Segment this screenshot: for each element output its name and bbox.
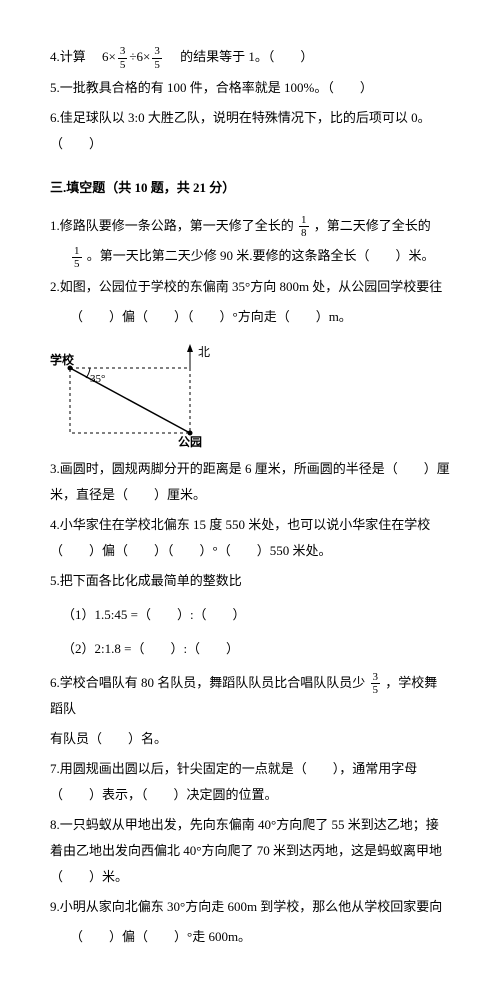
question-6: 6.佳足球队以 3:0 大胜乙队，说明在特殊情况下，比的后项可以 0。（ ） [50, 105, 450, 157]
park-label: 公园 [178, 435, 202, 448]
fraction: 35 [118, 45, 128, 70]
fraction: 35 [152, 45, 162, 70]
fill-6-cont: 有队员（ ）名。 [50, 726, 450, 752]
school-label: 学校 [50, 352, 75, 367]
fill-4: 4.小华家住在学校北偏东 15 度 550 米处，也可以说小华家住在学校（ ）偏… [50, 512, 450, 564]
question-5: 5.一批教具合格的有 100 件，合格率就是 100%。（ ） [50, 75, 450, 101]
q4-expr: 6×35÷6×35 [89, 49, 177, 64]
fill-9: 9.小明从家向北偏东 30°方向走 600m 到学校，那么他从学校回家要向 [50, 894, 450, 920]
section-3-title: 三.填空题（共 10 题，共 21 分） [50, 175, 450, 201]
fill-1: 1.修路队要修一条公路，第一天修了全长的 18 ，第二天修了全长的 [50, 213, 450, 240]
fill-5b: （2）2:1.8 =（ ）:（ ） [62, 636, 450, 662]
angle-label: 35° [90, 373, 105, 385]
fill-5: 5.把下面各比化成最简单的整数比 [50, 568, 450, 594]
fill-2: 2.如图，公园位于学校的东偏南 35°方向 800m 处，从公园回学校要往 [50, 274, 450, 300]
fraction: 35 [371, 671, 381, 696]
fill-7: 7.用圆规画出圆以后，针尖固定的一点就是（ ），通常用字母（ ）表示，（ ）决定… [50, 756, 450, 808]
diagram-school-park: 北 35° 学校 公园 [50, 338, 230, 448]
fill-5a: （1）1.5:45 =（ ）:（ ） [62, 602, 450, 628]
fill-9-cont: （ ）偏（ ）°走 600m。 [70, 924, 450, 950]
fill-8: 8.一只蚂蚁从甲地出发，先向东偏南 40°方向爬了 55 米到达乙地；接着由乙地… [50, 812, 450, 890]
q4-pre: 4.计算 [50, 49, 86, 64]
fill-1-cont: 15 。第一天比第二天少修 90 米.要修的这条路全长（ ）米。 [70, 243, 450, 270]
fill-6: 6.学校合唱队有 80 名队员，舞蹈队队员比合唱队队员少 35 ，学校舞蹈队 [50, 670, 450, 723]
fill-3: 3.画圆时，圆规两脚分开的距离是 6 厘米，所画圆的半径是（ ）厘米，直径是（ … [50, 456, 450, 508]
fraction: 18 [299, 214, 309, 239]
fill-2-cont: （ ）偏（ ）（ ）°方向走（ ）m。 [70, 304, 450, 330]
north-label: 北 [198, 345, 210, 359]
q4-post: 的结果等于 1。（ ） [180, 49, 313, 64]
question-4: 4.计算 6×35÷6×35 的结果等于 1。（ ） [50, 44, 450, 71]
fraction: 15 [72, 245, 82, 270]
